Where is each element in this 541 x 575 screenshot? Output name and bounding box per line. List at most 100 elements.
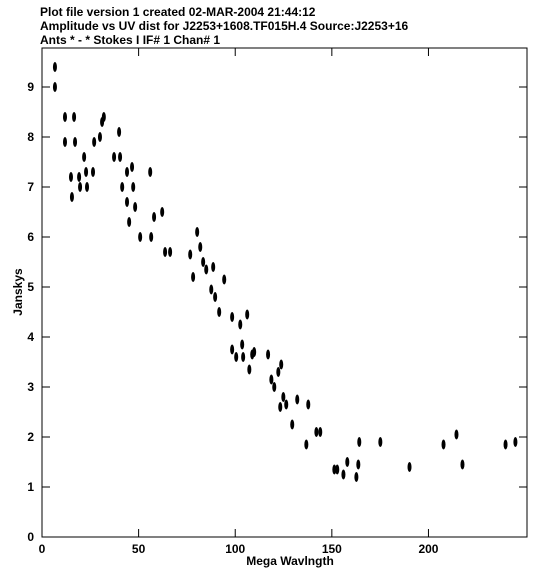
data-point bbox=[84, 167, 89, 177]
data-point bbox=[138, 232, 143, 242]
data-point bbox=[82, 152, 87, 162]
y-tick-label: 3 bbox=[27, 380, 34, 394]
data-point bbox=[62, 112, 67, 122]
y-tick-label: 9 bbox=[27, 80, 34, 94]
data-point bbox=[69, 192, 74, 202]
data-point bbox=[188, 249, 193, 260]
data-point bbox=[295, 394, 300, 405]
y-tick-label: 4 bbox=[27, 330, 34, 344]
data-point bbox=[85, 182, 90, 192]
data-point bbox=[97, 132, 102, 142]
data-point bbox=[460, 459, 465, 470]
data-point bbox=[341, 469, 346, 480]
data-point bbox=[245, 309, 250, 320]
data-point bbox=[281, 392, 286, 402]
data-point bbox=[441, 439, 446, 450]
data-point bbox=[238, 319, 243, 330]
x-tick-label: 100 bbox=[225, 542, 245, 556]
data-point bbox=[127, 217, 132, 227]
data-point bbox=[290, 419, 295, 430]
data-point bbox=[133, 202, 138, 212]
data-point bbox=[314, 427, 319, 437]
data-point bbox=[269, 374, 274, 385]
data-point bbox=[211, 262, 216, 272]
data-point bbox=[131, 182, 136, 192]
data-point bbox=[332, 464, 337, 475]
data-point bbox=[318, 427, 323, 437]
data-point bbox=[160, 207, 165, 217]
data-point bbox=[92, 137, 97, 147]
data-point bbox=[279, 359, 284, 370]
data-point bbox=[304, 439, 309, 450]
data-point bbox=[357, 437, 362, 447]
data-point bbox=[72, 112, 77, 122]
data-point bbox=[222, 274, 227, 285]
x-tick-label: 0 bbox=[39, 542, 46, 556]
data-point bbox=[168, 247, 173, 257]
data-point bbox=[230, 312, 235, 322]
data-point bbox=[101, 112, 106, 122]
y-tick-label: 6 bbox=[27, 230, 34, 244]
data-point bbox=[247, 364, 252, 375]
data-point bbox=[230, 344, 235, 355]
data-point bbox=[77, 172, 82, 182]
data-point bbox=[78, 182, 83, 192]
data-point bbox=[266, 349, 271, 360]
data-point bbox=[354, 472, 359, 482]
data-point bbox=[117, 127, 122, 137]
x-axis-label: Mega Wavlngth bbox=[246, 554, 334, 568]
y-tick-label: 0 bbox=[27, 530, 34, 544]
data-point bbox=[149, 232, 154, 242]
data-point bbox=[118, 152, 123, 162]
data-point bbox=[209, 284, 214, 295]
data-point bbox=[62, 137, 67, 147]
title-line: Plot file version 1 created 02-MAR-2004 … bbox=[40, 5, 316, 19]
data-point bbox=[217, 307, 222, 317]
y-axis-label: Janskys bbox=[11, 268, 25, 316]
data-point bbox=[241, 352, 246, 362]
data-point bbox=[191, 272, 196, 282]
data-point bbox=[284, 399, 289, 410]
data-point bbox=[345, 457, 350, 467]
data-point bbox=[513, 437, 518, 447]
y-tick-label: 5 bbox=[27, 280, 34, 294]
data-point bbox=[52, 82, 57, 92]
y-tick-label: 1 bbox=[27, 480, 34, 494]
data-point bbox=[198, 242, 203, 252]
data-point bbox=[204, 264, 209, 275]
title-line: Ants * - * Stokes I IF# 1 Chan# 1 bbox=[40, 33, 220, 47]
data-point bbox=[278, 402, 283, 412]
data-point bbox=[130, 162, 135, 172]
data-point bbox=[120, 182, 125, 192]
data-point bbox=[240, 339, 245, 350]
data-point bbox=[52, 62, 57, 72]
data-point bbox=[234, 352, 239, 362]
data-point bbox=[407, 462, 412, 472]
data-point bbox=[306, 399, 311, 410]
x-tick-label: 50 bbox=[132, 542, 146, 556]
data-point bbox=[252, 347, 257, 357]
data-point bbox=[335, 464, 340, 475]
data-point bbox=[195, 227, 200, 237]
data-point bbox=[125, 197, 130, 207]
data-point bbox=[276, 367, 281, 377]
x-tick-label: 150 bbox=[322, 542, 342, 556]
data-point bbox=[213, 292, 218, 302]
data-point bbox=[378, 437, 383, 447]
plot-frame bbox=[41, 47, 528, 538]
data-point bbox=[201, 257, 206, 267]
data-point bbox=[356, 459, 361, 470]
data-point bbox=[125, 167, 130, 177]
y-tick-label: 7 bbox=[27, 180, 34, 194]
data-point bbox=[503, 439, 508, 450]
title-line: Amplitude vs UV dist for J2253+1608.TF01… bbox=[40, 19, 409, 33]
data-point bbox=[163, 247, 168, 257]
x-tick-label: 200 bbox=[418, 542, 438, 556]
data-point bbox=[148, 167, 153, 177]
data-point bbox=[454, 429, 459, 440]
data-point bbox=[73, 137, 78, 147]
data-point bbox=[112, 152, 117, 162]
y-tick-label: 2 bbox=[27, 430, 34, 444]
y-tick-label: 8 bbox=[27, 130, 34, 144]
